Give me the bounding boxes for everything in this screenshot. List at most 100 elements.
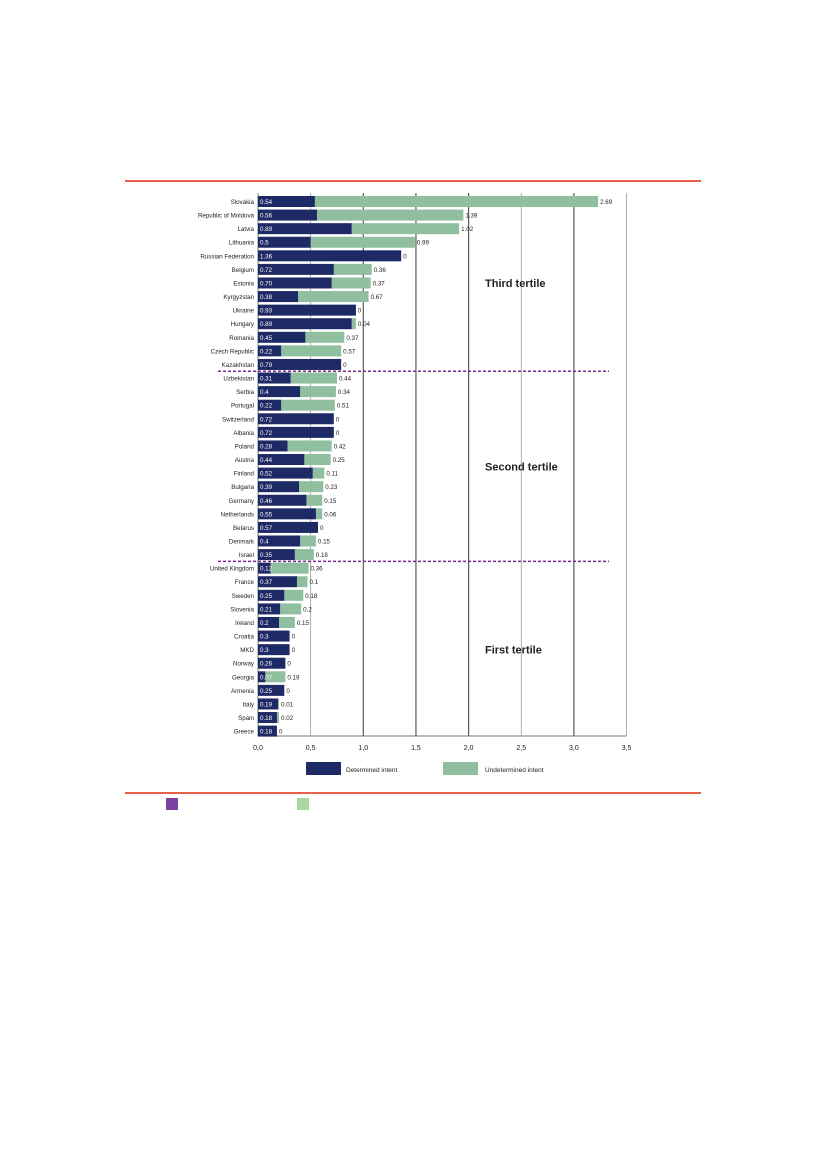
undetermined-value-label: 0.18 xyxy=(305,593,318,600)
undetermined-value-label: 0 xyxy=(287,661,291,668)
category-label: Belgium xyxy=(232,267,254,274)
determined-bar xyxy=(258,616,280,628)
determined-value-label: 0.55 xyxy=(260,511,273,518)
category-label: Denmark xyxy=(229,539,255,546)
undetermined-value-label: 0.51 xyxy=(337,403,350,410)
undetermined-value-label: 0.18 xyxy=(316,552,329,559)
legend-swatch-determined xyxy=(306,762,341,775)
category-label: Ireland xyxy=(235,620,254,627)
undetermined-bar xyxy=(284,589,304,601)
undetermined-value-label: 0.1 xyxy=(309,579,318,586)
determined-value-label: 0.3 xyxy=(260,634,269,641)
category-label: Russian Federation xyxy=(200,253,254,260)
determined-value-label: 0.89 xyxy=(260,226,273,233)
determined-bar xyxy=(258,712,277,724)
determined-value-label: 0.79 xyxy=(260,362,273,369)
undetermined-bar xyxy=(351,223,460,235)
determined-bar xyxy=(258,426,334,438)
determined-bar xyxy=(258,209,317,221)
determined-value-label: 0.5 xyxy=(260,240,269,247)
undetermined-value-label: 0.36 xyxy=(374,267,387,274)
category-label: Albania xyxy=(233,430,254,437)
undetermined-bar xyxy=(300,535,316,547)
category-label: Austria xyxy=(235,457,255,464)
undetermined-bar xyxy=(300,386,336,398)
undetermined-bar xyxy=(287,440,332,452)
green-swatch xyxy=(297,798,309,810)
category-label: Slovakia xyxy=(231,199,255,206)
category-label: Kyrgyzstan xyxy=(223,294,254,301)
determined-bar xyxy=(258,318,352,330)
undetermined-value-label: 0 xyxy=(286,688,290,695)
determined-value-label: 0.22 xyxy=(260,348,273,355)
determined-value-label: 0.57 xyxy=(260,525,273,532)
category-label: Serbia xyxy=(236,389,254,396)
undetermined-value-label: 1.39 xyxy=(465,213,478,220)
legend-swatch-undetermined xyxy=(443,762,478,775)
determined-value-label: 0.46 xyxy=(260,498,273,505)
undetermined-value-label: 0.57 xyxy=(343,348,356,355)
undetermined-value-label: 1.02 xyxy=(461,226,474,233)
tertile-label: First tertile xyxy=(485,645,542,657)
determined-value-label: 0.26 xyxy=(260,661,273,668)
x-tick-label: 2,5 xyxy=(516,745,526,752)
undetermined-value-label: 0.02 xyxy=(281,715,294,722)
tertile-label: Third tertile xyxy=(485,278,546,290)
category-label: Republic of Moldova xyxy=(198,213,255,220)
determined-bar xyxy=(258,386,301,398)
determined-bar xyxy=(258,562,271,574)
determined-bar xyxy=(258,576,297,588)
legend-label-determined: Determined intent xyxy=(346,767,397,774)
undetermined-value-label: 0.99 xyxy=(417,240,430,247)
x-tick-label: 2,0 xyxy=(464,745,474,752)
undetermined-bar xyxy=(270,562,309,574)
determined-value-label: 0.56 xyxy=(260,213,273,220)
determined-bar xyxy=(258,223,352,235)
undetermined-value-label: 0.04 xyxy=(358,321,371,328)
determined-bar xyxy=(258,236,311,248)
determined-bar xyxy=(258,345,282,357)
category-label: Latvia xyxy=(237,226,254,233)
determined-bar xyxy=(258,684,285,696)
category-label: Israel xyxy=(239,552,254,559)
determined-value-label: 0.54 xyxy=(260,199,273,206)
undetermined-bar xyxy=(294,549,314,561)
determined-bar xyxy=(258,277,332,289)
undetermined-value-label: 0.06 xyxy=(324,511,337,518)
category-label: Portugal xyxy=(231,403,254,410)
determined-value-label: 0.07 xyxy=(260,674,273,681)
determined-bar xyxy=(258,698,279,710)
determined-value-label: 0.18 xyxy=(260,729,273,736)
determined-value-label: 0.72 xyxy=(260,430,273,437)
undetermined-value-label: 0 xyxy=(336,416,340,423)
category-label: Slovenia xyxy=(230,606,254,613)
determined-bar xyxy=(258,399,282,411)
x-tick-label: 1,0 xyxy=(358,745,368,752)
undetermined-bar xyxy=(296,576,308,588)
determined-value-label: 0.72 xyxy=(260,416,273,423)
undetermined-value-label: 0.15 xyxy=(318,539,331,546)
undetermined-bar xyxy=(305,331,345,343)
category-label: Switzerland xyxy=(222,416,255,423)
undetermined-bar xyxy=(351,318,356,330)
undetermined-value-label: 0.42 xyxy=(334,443,347,450)
category-label: Hungary xyxy=(231,321,255,328)
undetermined-value-label: 0.44 xyxy=(339,376,352,383)
determined-bar xyxy=(258,508,316,520)
determined-bar xyxy=(258,331,306,343)
determined-bar xyxy=(258,481,300,493)
category-label: Kazakhstan xyxy=(222,362,255,369)
undetermined-value-label: 0.37 xyxy=(373,280,386,287)
undetermined-bar xyxy=(280,603,302,615)
undetermined-bar xyxy=(281,345,342,357)
determined-value-label: 0.2 xyxy=(260,620,269,627)
undetermined-bar xyxy=(278,698,280,710)
undetermined-bar xyxy=(304,454,331,466)
undetermined-value-label: 0 xyxy=(320,525,324,532)
determined-value-label: 0.44 xyxy=(260,457,273,464)
category-label: Sweden xyxy=(232,593,255,600)
determined-value-label: 0.38 xyxy=(260,294,273,301)
undetermined-bar xyxy=(314,196,599,207)
undetermined-value-label: 0.15 xyxy=(297,620,310,627)
undetermined-bar xyxy=(315,508,323,520)
